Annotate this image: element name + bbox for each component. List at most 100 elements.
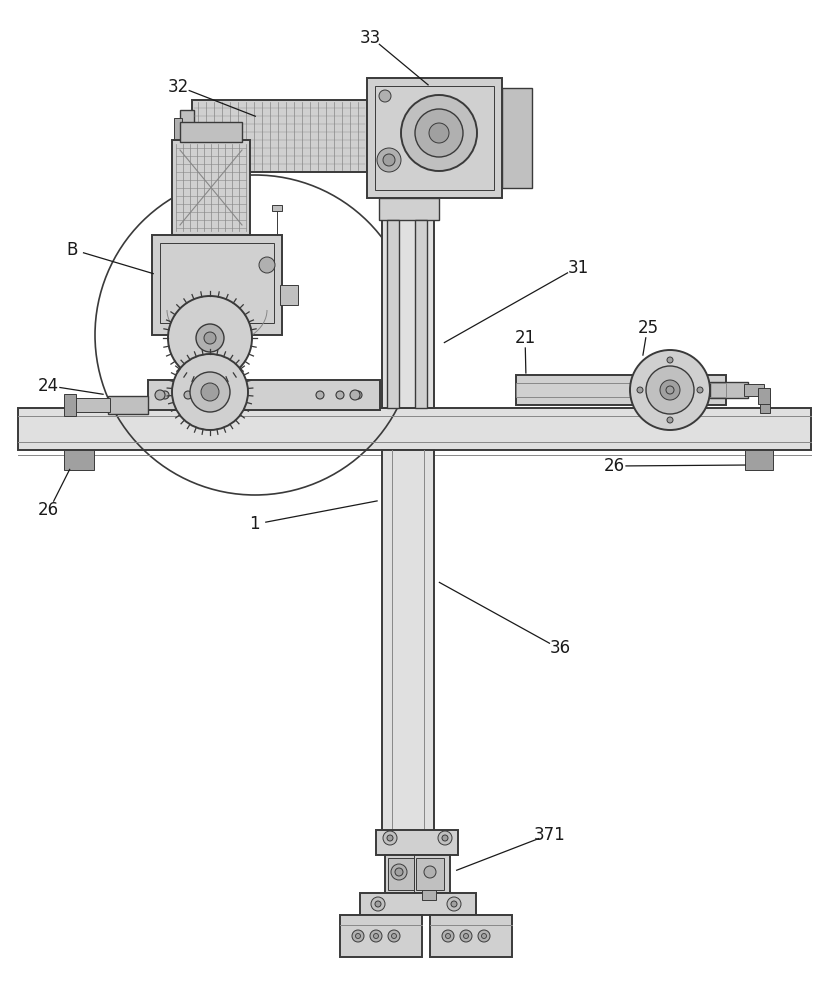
Circle shape bbox=[401, 95, 476, 171]
Circle shape bbox=[387, 835, 392, 841]
Bar bbox=[515, 383, 725, 397]
Circle shape bbox=[315, 391, 324, 399]
Circle shape bbox=[478, 930, 489, 942]
Circle shape bbox=[371, 897, 384, 911]
Bar bbox=[709, 382, 747, 398]
Circle shape bbox=[645, 366, 693, 414]
Bar bbox=[359, 893, 475, 915]
Bar bbox=[416, 858, 444, 890]
Circle shape bbox=[391, 933, 396, 938]
Circle shape bbox=[383, 154, 394, 166]
Text: 371: 371 bbox=[533, 826, 566, 844]
Bar bbox=[18, 408, 810, 450]
Circle shape bbox=[437, 831, 451, 845]
Bar bbox=[280, 285, 297, 305]
Circle shape bbox=[445, 933, 450, 938]
Circle shape bbox=[391, 864, 407, 880]
Text: 31: 31 bbox=[566, 259, 588, 277]
Circle shape bbox=[378, 90, 391, 102]
Circle shape bbox=[428, 123, 449, 143]
Bar bbox=[148, 380, 379, 410]
Circle shape bbox=[258, 257, 275, 273]
Text: 33: 33 bbox=[359, 29, 380, 47]
Circle shape bbox=[667, 357, 672, 363]
Circle shape bbox=[388, 930, 400, 942]
Circle shape bbox=[155, 390, 165, 400]
Circle shape bbox=[335, 391, 344, 399]
Bar bbox=[515, 375, 725, 405]
Circle shape bbox=[441, 930, 454, 942]
Bar bbox=[180, 110, 194, 162]
Circle shape bbox=[204, 332, 216, 344]
Text: 24: 24 bbox=[37, 377, 59, 395]
Circle shape bbox=[659, 380, 679, 400]
Circle shape bbox=[636, 387, 643, 393]
Bar bbox=[384, 855, 450, 893]
Bar bbox=[759, 393, 769, 413]
Bar bbox=[382, 450, 434, 840]
Text: 26: 26 bbox=[603, 457, 623, 475]
Circle shape bbox=[665, 386, 673, 394]
Bar bbox=[387, 220, 398, 408]
Bar bbox=[74, 398, 110, 412]
Bar bbox=[378, 198, 439, 220]
Bar bbox=[339, 915, 421, 957]
Circle shape bbox=[161, 391, 169, 399]
Bar bbox=[192, 100, 367, 172]
Circle shape bbox=[352, 930, 363, 942]
Bar bbox=[744, 450, 772, 470]
Text: B: B bbox=[66, 241, 78, 259]
Circle shape bbox=[383, 831, 397, 845]
Bar bbox=[388, 858, 413, 890]
Circle shape bbox=[441, 835, 447, 841]
Circle shape bbox=[200, 383, 219, 401]
Circle shape bbox=[481, 933, 486, 938]
Circle shape bbox=[667, 417, 672, 423]
Bar bbox=[174, 118, 182, 154]
Bar bbox=[64, 450, 94, 470]
Text: 21: 21 bbox=[513, 329, 535, 347]
Circle shape bbox=[355, 933, 360, 938]
Circle shape bbox=[446, 897, 460, 911]
Text: 25: 25 bbox=[637, 319, 657, 337]
Circle shape bbox=[374, 901, 381, 907]
Circle shape bbox=[460, 930, 471, 942]
Bar bbox=[421, 890, 436, 900]
Bar bbox=[152, 235, 282, 335]
Circle shape bbox=[394, 868, 402, 876]
Circle shape bbox=[190, 372, 229, 412]
Bar bbox=[160, 243, 274, 323]
Circle shape bbox=[696, 387, 702, 393]
Circle shape bbox=[168, 296, 252, 380]
Text: 1: 1 bbox=[248, 515, 259, 533]
Circle shape bbox=[184, 391, 192, 399]
Bar bbox=[180, 122, 242, 142]
Bar bbox=[171, 140, 250, 235]
Circle shape bbox=[195, 324, 224, 352]
Bar bbox=[367, 78, 502, 198]
Circle shape bbox=[369, 930, 382, 942]
Bar bbox=[374, 86, 493, 190]
Bar bbox=[743, 384, 763, 396]
Bar bbox=[108, 396, 148, 414]
Circle shape bbox=[354, 391, 362, 399]
Text: 36: 36 bbox=[549, 639, 570, 657]
Bar bbox=[415, 220, 426, 408]
Bar bbox=[502, 88, 532, 188]
Bar bbox=[376, 830, 457, 855]
Bar bbox=[272, 205, 282, 211]
Circle shape bbox=[450, 901, 456, 907]
Bar bbox=[757, 388, 769, 404]
Circle shape bbox=[463, 933, 468, 938]
Circle shape bbox=[171, 354, 248, 430]
Circle shape bbox=[415, 109, 463, 157]
Bar bbox=[430, 915, 512, 957]
Text: 32: 32 bbox=[167, 78, 189, 96]
Bar bbox=[64, 394, 76, 416]
Circle shape bbox=[377, 148, 401, 172]
Circle shape bbox=[373, 933, 378, 938]
Text: 26: 26 bbox=[37, 501, 59, 519]
Circle shape bbox=[423, 866, 436, 878]
Circle shape bbox=[349, 390, 359, 400]
Bar bbox=[382, 215, 434, 408]
